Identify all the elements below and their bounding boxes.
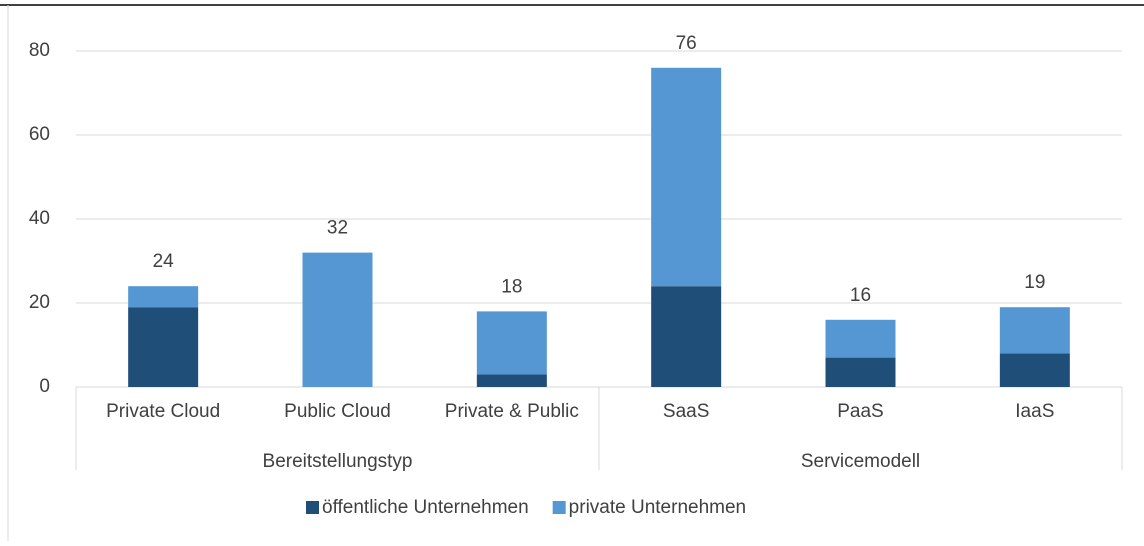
y-tick-label: 60 xyxy=(29,124,50,145)
y-tick-label: 80 xyxy=(29,40,50,61)
legend-label: private Unternehmen xyxy=(569,497,746,518)
x-tick-label: IaaS xyxy=(1015,401,1054,422)
bar-segment xyxy=(302,252,373,387)
y-tick-label: 0 xyxy=(39,376,50,397)
x-tick-label: SaaS xyxy=(663,401,709,422)
total-label: 76 xyxy=(676,33,697,54)
total-label: 18 xyxy=(501,276,522,297)
group-label: Bereitstellungstyp xyxy=(263,451,413,472)
legend-swatch xyxy=(552,501,566,514)
total-label: 19 xyxy=(1024,272,1045,293)
y-tick-label: 40 xyxy=(29,208,50,229)
total-label: 32 xyxy=(327,218,348,239)
total-label: 24 xyxy=(153,251,175,272)
x-tick-label: PaaS xyxy=(837,401,883,422)
x-tick-label: Private & Public xyxy=(445,401,579,422)
bar-segment xyxy=(999,353,1070,387)
bar-segment xyxy=(476,374,547,387)
bar-segment xyxy=(128,286,199,308)
total-label: 16 xyxy=(850,285,871,306)
group-label: Servicemodell xyxy=(801,451,920,472)
x-tick-label: Public Cloud xyxy=(284,401,391,422)
x-tick-label: Private Cloud xyxy=(106,401,220,422)
bar-segment xyxy=(651,286,722,387)
bar-segment xyxy=(476,311,547,375)
legend-label: öffentliche Unternehmen xyxy=(322,497,529,518)
bar-segment xyxy=(999,307,1070,354)
bar-segment xyxy=(128,307,199,387)
y-tick-label: 20 xyxy=(29,292,50,313)
bar-segment xyxy=(825,357,896,387)
legend-swatch xyxy=(306,501,319,514)
bar-segment xyxy=(825,319,896,358)
bar-segment xyxy=(651,67,722,287)
